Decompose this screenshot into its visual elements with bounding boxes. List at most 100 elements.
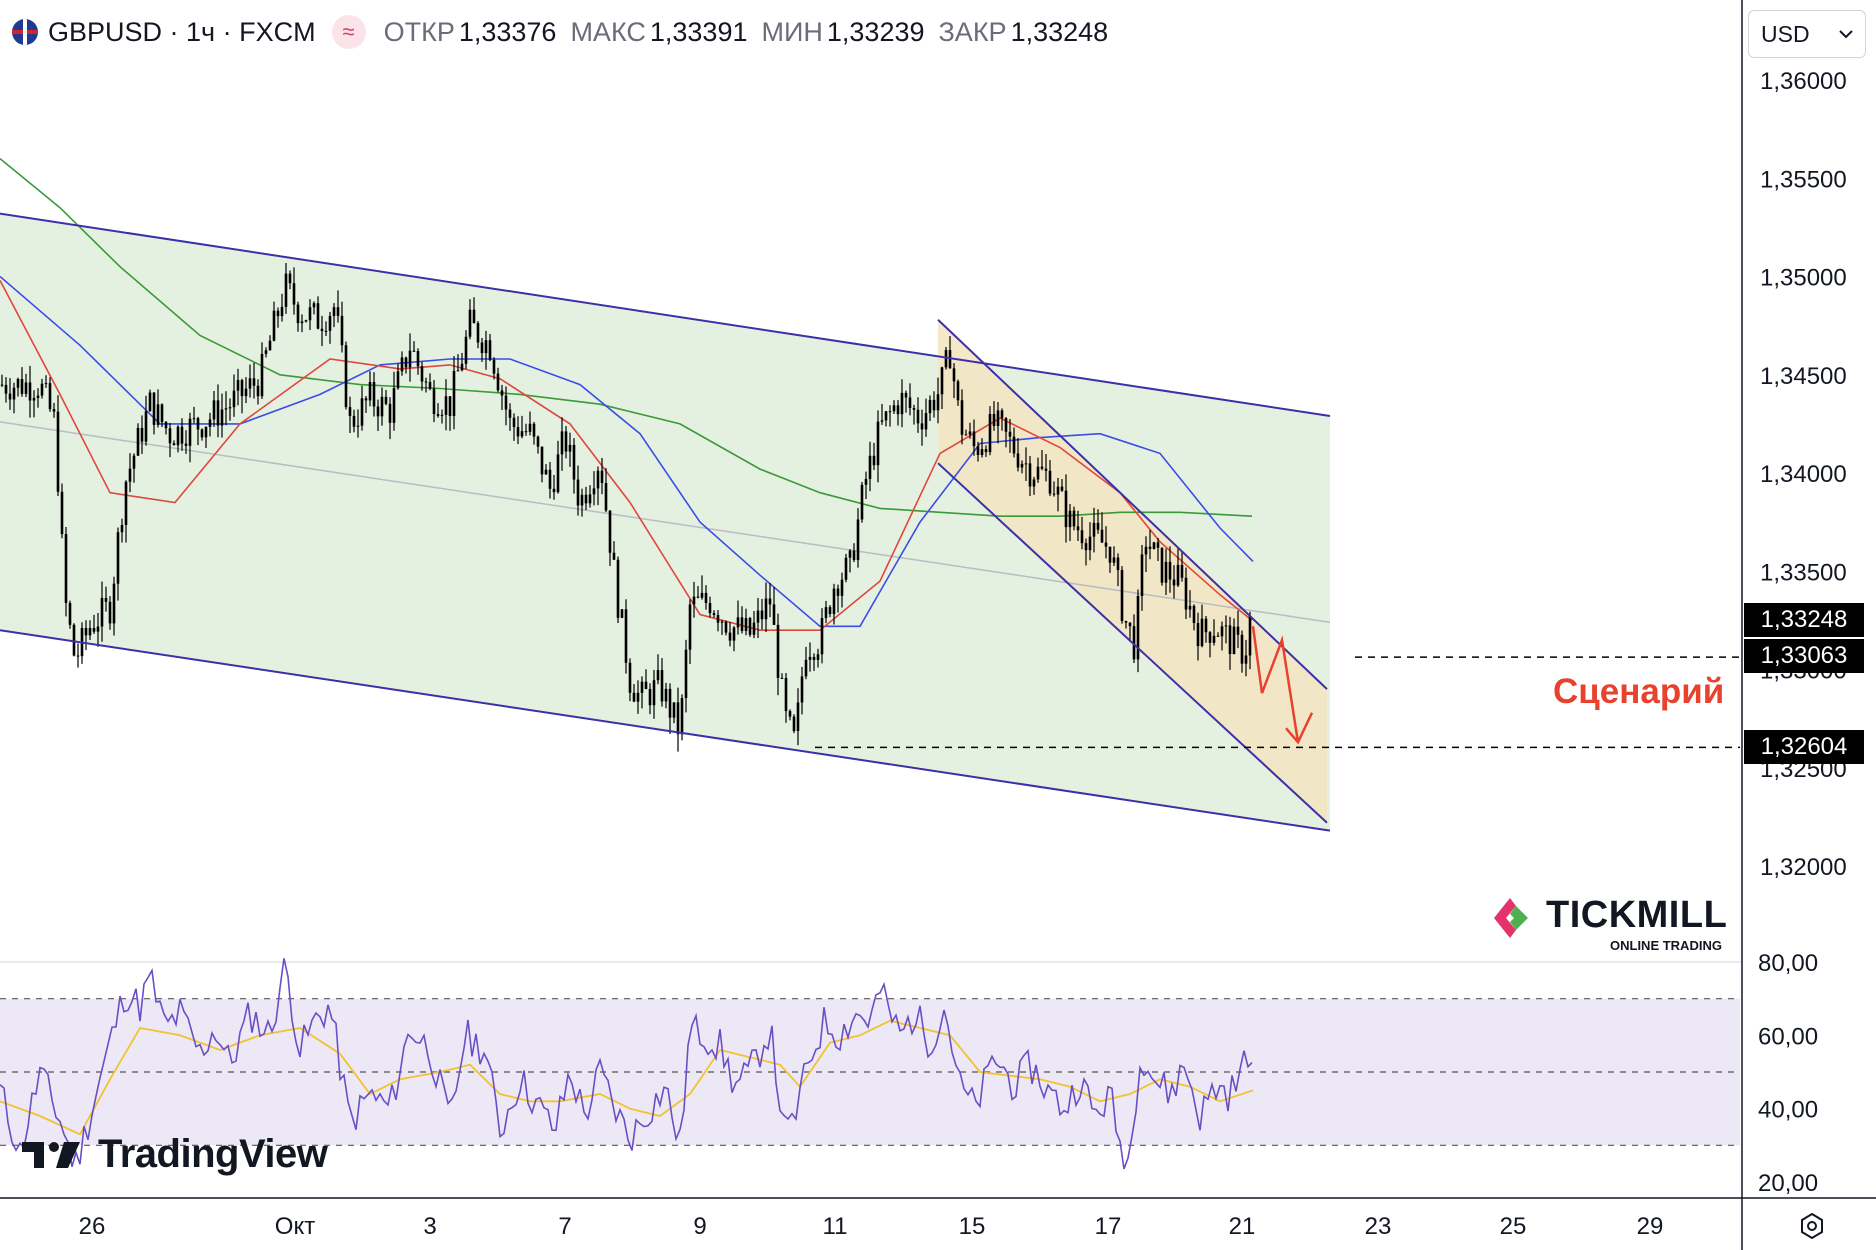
candle-body	[888, 411, 892, 413]
candle-body	[624, 609, 628, 663]
candle-body	[64, 534, 68, 603]
candle-body	[464, 336, 468, 364]
candle-body	[1080, 530, 1084, 544]
candle-body	[876, 421, 880, 466]
sub-channel-upper-line[interactable]	[937, 319, 1328, 690]
candle-body	[1240, 634, 1244, 664]
candle-body	[812, 656, 816, 660]
candle-body	[1212, 635, 1216, 643]
candle-body	[708, 602, 712, 614]
candle-body	[864, 478, 868, 485]
candle-body	[1020, 463, 1024, 468]
candle-body	[500, 390, 504, 396]
tickmill-name: TICKMILL	[1546, 894, 1728, 936]
candle-body	[1048, 470, 1052, 494]
price-tick-label: 1,34000	[1760, 461, 1847, 488]
candle-body	[312, 303, 316, 308]
candle-body	[816, 654, 820, 660]
candle-body	[1100, 529, 1104, 543]
candle-body	[296, 304, 300, 324]
candle-body	[1128, 622, 1132, 627]
candle-body	[656, 670, 660, 681]
open-value: 1,33376	[458, 16, 557, 47]
candle-body	[236, 380, 240, 391]
candle-body	[916, 409, 920, 424]
candle-body	[1060, 486, 1064, 491]
candle-body	[208, 419, 212, 427]
candle-body	[712, 613, 716, 615]
candle-body	[348, 407, 352, 416]
candle-body	[248, 378, 252, 389]
candle-body	[220, 409, 224, 426]
candle-body	[404, 357, 408, 368]
candle-body	[1156, 542, 1160, 548]
sub-channel-lower-line[interactable]	[937, 462, 1328, 824]
rsi-tick-label: 40,00	[1758, 1097, 1818, 1124]
candle-body	[564, 431, 568, 452]
candle-body	[1160, 547, 1164, 583]
candle-body	[268, 340, 272, 351]
candle-body	[1220, 626, 1224, 637]
price-tick-label: 1,35000	[1760, 265, 1847, 292]
candle-body	[788, 711, 792, 717]
candle-body	[980, 449, 984, 455]
candle-body	[804, 659, 808, 677]
scenario-path	[1251, 626, 1300, 743]
candle-body	[460, 363, 464, 371]
candle-body	[484, 340, 488, 354]
candle-body	[108, 601, 112, 624]
candle-body	[280, 306, 284, 317]
settings-icon[interactable]	[1798, 1212, 1826, 1240]
candle-body	[432, 388, 436, 415]
candle-body	[212, 400, 216, 420]
candle-body	[792, 716, 796, 732]
candle-body	[1028, 463, 1032, 487]
candle-body	[520, 431, 524, 437]
candle-body	[1208, 632, 1212, 643]
time-tick-label: 9	[693, 1213, 706, 1240]
candle-body	[544, 469, 548, 475]
candle-body	[256, 385, 260, 397]
candle-body	[856, 519, 860, 561]
currency-select[interactable]: USD	[1748, 10, 1866, 58]
candle-body	[244, 388, 248, 397]
candle-body	[436, 414, 440, 416]
candle-body	[744, 618, 748, 631]
candle-body	[8, 393, 12, 400]
price-tick-label: 1,34500	[1760, 363, 1847, 390]
candle-body	[872, 455, 876, 466]
candle-body	[156, 404, 160, 425]
rsi-tick-label: 80,00	[1758, 950, 1818, 977]
symbol-title[interactable]: GBPUSD · 1ч · FXCM	[48, 16, 316, 47]
candle-body	[784, 677, 788, 712]
price-box-support: 1,33063	[1744, 639, 1864, 673]
candle-body	[680, 698, 684, 735]
candle-body	[116, 532, 120, 584]
time-tick-label: 25	[1500, 1213, 1527, 1240]
candle-body	[372, 382, 376, 407]
candle-body	[240, 380, 244, 397]
indicator-toggle-icon[interactable]: ≈	[331, 15, 366, 49]
candle-body	[1148, 546, 1152, 549]
candle-body	[1064, 490, 1068, 528]
candle-body	[944, 350, 948, 368]
currency-value: USD	[1761, 20, 1810, 47]
candle-body	[932, 399, 936, 411]
price-tick-label: 1,36000	[1760, 68, 1847, 95]
channel-upper-line[interactable]	[0, 212, 1331, 418]
candle-body	[1228, 625, 1232, 655]
scenario-label: Сценарий	[1553, 672, 1725, 711]
candle-body	[260, 353, 264, 397]
candle-body	[468, 309, 472, 337]
channel-mid-line	[0, 421, 1331, 624]
candle-body	[524, 431, 528, 433]
candle-body	[308, 307, 312, 321]
candle-body	[144, 411, 148, 442]
time-tick-label: 21	[1229, 1213, 1256, 1240]
candle-body	[444, 396, 448, 415]
candle-body	[104, 597, 108, 602]
close-value: 1,33248	[1010, 16, 1109, 47]
channel-lower-line[interactable]	[0, 629, 1331, 832]
candle-body	[832, 588, 836, 615]
